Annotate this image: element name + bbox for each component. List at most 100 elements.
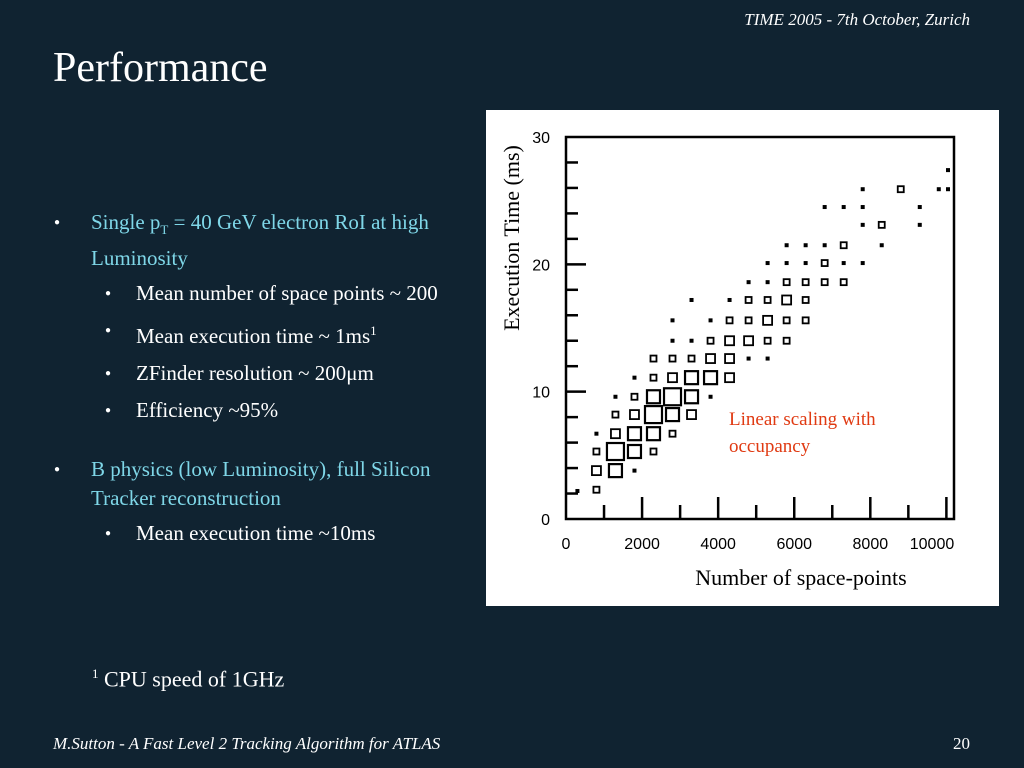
data-points [575,168,950,494]
data-point [626,443,643,460]
data-point [860,261,865,266]
data-point [687,354,696,363]
data-point [765,356,770,361]
data-point [689,297,694,302]
slide-title: Performance [53,45,268,91]
data-point [820,278,829,287]
data-point [782,278,791,287]
data-point [649,373,658,382]
data-point [946,168,950,173]
sub-bullet-b-exec-time: Mean execution time ~10ms [52,519,472,548]
bullet-list: Single pT = 40 GeV electron RoI at high … [52,208,472,556]
data-point [662,387,683,407]
data-point [686,409,697,420]
bullet-electron-roi-sub: T [160,222,169,238]
plot-frame [564,135,956,521]
data-point [946,187,950,192]
sub-bullet-zfinder: ZFinder resolution ~ 200μm [52,359,472,388]
data-point [649,447,658,456]
data-point [670,338,675,343]
data-point [763,336,772,345]
y-tick-label: 0 [541,512,550,529]
sub-bullet-zfinder-pre: ZFinder resolution ~ 200 [136,361,347,386]
data-point [841,205,846,210]
bullet-electron-roi-post: = 40 GeV electron RoI at high Luminosity [91,210,429,271]
x-tick-label: 0 [562,536,571,553]
data-point [917,222,922,227]
data-point [784,261,789,266]
tick-labels: 0 2000 4000 6000 8000 10000 0 10 20 30 [532,130,954,553]
data-point [607,463,624,479]
footer-author: M.Sutton - A Fast Level 2 Tracking Algor… [53,734,441,753]
data-point [765,280,770,285]
data-point [725,316,734,325]
data-point [626,426,643,442]
data-point [689,338,694,343]
data-point [643,404,664,425]
data-point [611,410,620,419]
data-point [724,372,735,384]
data-point [724,353,735,364]
page-number: 20 [953,734,970,753]
data-point [683,389,700,405]
data-point [782,316,791,325]
data-point [860,222,865,227]
data-point [801,296,810,304]
x-tick-label: 10000 [910,536,955,553]
bullet-electron-roi-pre: Single p [91,210,161,234]
data-point [670,318,675,323]
data-point [724,335,735,347]
data-point [632,468,637,473]
footnote: 1 CPU speed of 1GHz [92,666,284,692]
data-point [668,354,677,363]
data-point [668,429,677,438]
data-point [705,353,716,364]
data-point [629,409,640,420]
data-point [706,336,715,345]
data-point [702,370,719,386]
data-point [708,394,713,399]
data-point [781,294,793,306]
annotation-line-1: Linear scaling with [729,409,876,430]
data-point [839,241,848,250]
data-point [727,297,732,302]
data-point [683,370,700,386]
data-point [592,447,601,456]
x-axis-title: Number of space-points [695,565,906,590]
y-tick-label: 30 [532,130,550,147]
data-point [594,431,599,436]
mu-symbol: μ [346,361,358,386]
data-point [879,243,884,248]
data-point [746,356,751,361]
data-point [801,278,810,287]
conference-header: TIME 2005 - 7th October, Zurich [744,10,970,29]
sub-bullet-zfinder-post: m [357,361,374,386]
data-point [803,261,808,266]
data-point [822,243,827,248]
data-point [613,394,618,399]
bullet-electron-roi: Single pT = 40 GeV electron RoI at high … [52,208,472,273]
data-point [860,205,865,210]
data-point [605,441,626,462]
x-tick-label: 8000 [853,536,889,553]
data-point [917,205,922,210]
data-point [592,485,601,494]
data-point [575,488,580,493]
sub-bullet-exec-time: Mean execution time ~ 1ms1 [52,316,472,351]
data-point [765,261,770,266]
data-point [667,372,678,384]
data-point [822,205,827,210]
data-point [801,316,810,325]
sub-bullet-efficiency: Efficiency ~95% [52,396,472,425]
data-point [784,243,789,248]
data-point [645,389,662,405]
data-point [763,296,772,304]
data-point [896,185,905,194]
footnote-ref: 1 [370,323,377,339]
y-tick-label: 20 [532,257,550,274]
data-point [877,220,886,229]
data-point [743,335,754,347]
data-point [664,406,681,423]
y-axis-title: Execution Time (ms) [499,145,524,331]
data-point [820,259,829,267]
